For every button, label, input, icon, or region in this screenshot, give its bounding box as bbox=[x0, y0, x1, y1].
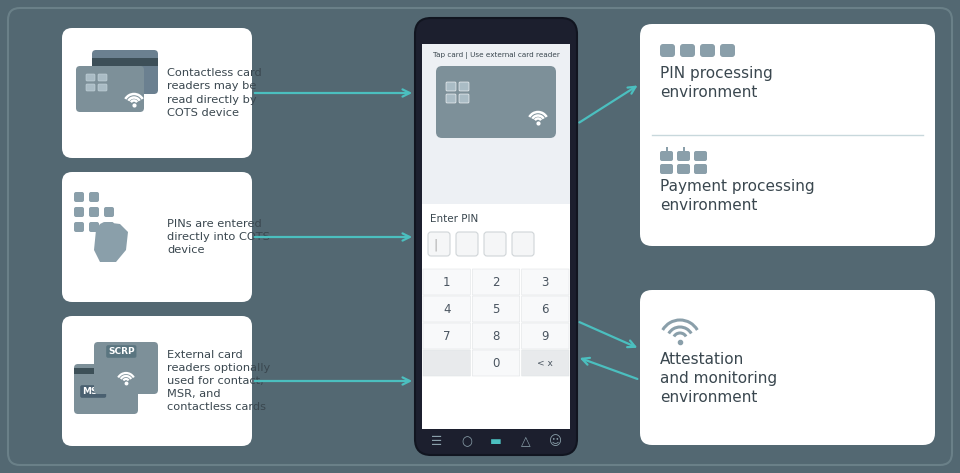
FancyBboxPatch shape bbox=[456, 232, 478, 256]
Text: ☰: ☰ bbox=[431, 435, 443, 448]
FancyBboxPatch shape bbox=[104, 207, 114, 217]
FancyBboxPatch shape bbox=[86, 84, 95, 91]
FancyBboxPatch shape bbox=[422, 44, 570, 204]
FancyBboxPatch shape bbox=[660, 164, 673, 174]
Text: ▬: ▬ bbox=[491, 435, 502, 448]
FancyBboxPatch shape bbox=[428, 232, 450, 256]
FancyBboxPatch shape bbox=[98, 74, 107, 81]
FancyBboxPatch shape bbox=[512, 232, 534, 256]
FancyBboxPatch shape bbox=[423, 323, 470, 349]
FancyBboxPatch shape bbox=[640, 24, 935, 246]
Text: SCRP: SCRP bbox=[108, 347, 134, 356]
FancyBboxPatch shape bbox=[62, 28, 252, 158]
Text: △: △ bbox=[520, 435, 531, 448]
FancyBboxPatch shape bbox=[700, 44, 715, 57]
Text: 5: 5 bbox=[492, 303, 500, 315]
FancyBboxPatch shape bbox=[74, 368, 138, 374]
FancyBboxPatch shape bbox=[423, 296, 470, 322]
FancyBboxPatch shape bbox=[694, 164, 707, 174]
FancyBboxPatch shape bbox=[94, 342, 158, 394]
Polygon shape bbox=[94, 222, 128, 262]
FancyBboxPatch shape bbox=[459, 82, 469, 91]
Text: 6: 6 bbox=[541, 303, 549, 315]
FancyBboxPatch shape bbox=[472, 350, 519, 376]
Text: Payment processing
environment: Payment processing environment bbox=[660, 179, 815, 213]
FancyBboxPatch shape bbox=[683, 147, 685, 151]
FancyBboxPatch shape bbox=[436, 66, 556, 138]
Text: 9: 9 bbox=[541, 330, 549, 342]
FancyBboxPatch shape bbox=[86, 74, 95, 81]
Text: |: | bbox=[433, 238, 437, 252]
Text: Attestation
and monitoring
environment: Attestation and monitoring environment bbox=[660, 352, 778, 405]
FancyBboxPatch shape bbox=[694, 151, 707, 161]
Text: External card
readers optionally
used for contact,
MSR, and
contactless cards: External card readers optionally used fo… bbox=[167, 350, 271, 412]
Text: < x: < x bbox=[538, 359, 553, 368]
FancyBboxPatch shape bbox=[62, 172, 252, 302]
FancyBboxPatch shape bbox=[720, 44, 735, 57]
FancyBboxPatch shape bbox=[8, 8, 952, 465]
FancyBboxPatch shape bbox=[74, 364, 138, 414]
FancyBboxPatch shape bbox=[484, 232, 506, 256]
FancyBboxPatch shape bbox=[660, 44, 675, 57]
FancyBboxPatch shape bbox=[472, 269, 519, 295]
FancyBboxPatch shape bbox=[92, 58, 158, 66]
Text: 4: 4 bbox=[443, 303, 450, 315]
Text: MSR: MSR bbox=[82, 387, 105, 396]
Text: ○: ○ bbox=[461, 435, 471, 448]
FancyBboxPatch shape bbox=[89, 222, 99, 232]
FancyBboxPatch shape bbox=[472, 296, 519, 322]
Text: 3: 3 bbox=[541, 275, 549, 289]
Text: 1: 1 bbox=[443, 275, 450, 289]
FancyBboxPatch shape bbox=[677, 164, 690, 174]
FancyBboxPatch shape bbox=[92, 50, 158, 94]
Text: PINs are entered
directly into COTS
device: PINs are entered directly into COTS devi… bbox=[167, 219, 270, 255]
FancyBboxPatch shape bbox=[89, 207, 99, 217]
FancyBboxPatch shape bbox=[62, 316, 252, 446]
FancyBboxPatch shape bbox=[521, 296, 569, 322]
Text: 0: 0 bbox=[492, 357, 500, 369]
FancyBboxPatch shape bbox=[104, 222, 114, 232]
Text: Enter PIN: Enter PIN bbox=[430, 214, 478, 224]
FancyBboxPatch shape bbox=[677, 151, 690, 161]
FancyBboxPatch shape bbox=[446, 82, 456, 91]
FancyBboxPatch shape bbox=[521, 323, 569, 349]
FancyBboxPatch shape bbox=[521, 269, 569, 295]
FancyBboxPatch shape bbox=[98, 84, 107, 91]
Text: 2: 2 bbox=[492, 275, 500, 289]
Text: PIN processing
environment: PIN processing environment bbox=[660, 66, 773, 100]
FancyBboxPatch shape bbox=[76, 66, 144, 112]
FancyBboxPatch shape bbox=[422, 204, 570, 429]
FancyBboxPatch shape bbox=[89, 192, 99, 202]
Text: 7: 7 bbox=[443, 330, 450, 342]
FancyBboxPatch shape bbox=[415, 18, 577, 455]
FancyBboxPatch shape bbox=[74, 222, 84, 232]
Text: Tap card | Use external card reader: Tap card | Use external card reader bbox=[433, 52, 560, 59]
FancyBboxPatch shape bbox=[446, 94, 456, 103]
FancyBboxPatch shape bbox=[640, 290, 935, 445]
FancyBboxPatch shape bbox=[74, 207, 84, 217]
FancyBboxPatch shape bbox=[74, 192, 84, 202]
Text: Contactless card
readers may be
read directly by
COTS device: Contactless card readers may be read dir… bbox=[167, 68, 262, 118]
FancyBboxPatch shape bbox=[423, 350, 470, 376]
FancyBboxPatch shape bbox=[521, 350, 569, 376]
Text: ☺: ☺ bbox=[549, 435, 562, 448]
FancyBboxPatch shape bbox=[660, 151, 673, 161]
FancyBboxPatch shape bbox=[666, 147, 668, 151]
FancyBboxPatch shape bbox=[472, 323, 519, 349]
FancyBboxPatch shape bbox=[680, 44, 695, 57]
FancyBboxPatch shape bbox=[459, 94, 469, 103]
FancyBboxPatch shape bbox=[423, 269, 470, 295]
Text: 8: 8 bbox=[492, 330, 500, 342]
